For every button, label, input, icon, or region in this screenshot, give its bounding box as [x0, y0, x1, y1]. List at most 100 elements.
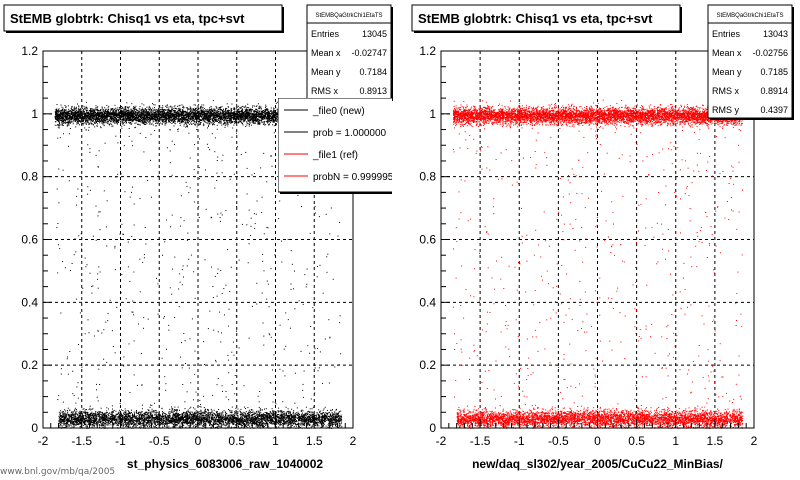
data-point — [217, 108, 219, 110]
data-point — [92, 124, 94, 126]
data-point — [254, 117, 256, 119]
data-point — [135, 126, 137, 128]
data-point — [253, 105, 255, 107]
data-point — [152, 107, 154, 109]
data-point — [166, 104, 168, 106]
data-point — [205, 112, 206, 114]
data-point — [67, 115, 68, 117]
data-point — [63, 122, 65, 124]
data-point — [114, 104, 116, 106]
data-point — [120, 118, 122, 120]
data-point — [98, 119, 100, 121]
data-point — [160, 118, 162, 120]
data-point — [189, 122, 191, 124]
data-point — [156, 111, 158, 113]
data-point — [182, 109, 184, 111]
data-point — [276, 116, 278, 118]
data-point — [126, 112, 128, 114]
data-point — [97, 109, 99, 111]
data-point — [151, 111, 152, 113]
data-point — [190, 116, 192, 117]
data-point — [228, 109, 230, 111]
data-point — [152, 117, 154, 119]
data-point — [108, 121, 109, 123]
data-point — [176, 115, 178, 116]
data-point — [89, 116, 91, 118]
data-point — [92, 123, 94, 125]
data-point — [273, 109, 275, 111]
data-point — [138, 120, 140, 122]
data-point — [193, 112, 195, 114]
data-point — [86, 121, 88, 123]
data-point — [276, 101, 278, 103]
data-point — [189, 118, 191, 119]
data-point — [190, 108, 192, 110]
data-point — [186, 124, 188, 126]
data-point — [143, 109, 145, 111]
data-point — [152, 114, 154, 116]
data-point — [187, 121, 189, 123]
data-point — [120, 119, 121, 121]
data-point — [213, 108, 215, 110]
data-point — [89, 108, 91, 110]
data-point — [170, 120, 172, 122]
data-point — [123, 122, 125, 123]
data-point — [275, 123, 277, 124]
data-point — [225, 108, 226, 110]
data-point — [123, 112, 125, 114]
data-point — [120, 111, 122, 113]
data-point — [156, 122, 158, 124]
data-point — [146, 110, 148, 111]
data-point — [272, 112, 274, 113]
data-point — [97, 110, 99, 112]
data-point — [247, 111, 249, 113]
data-point — [92, 110, 94, 112]
data-point — [200, 116, 202, 118]
data-point — [80, 120, 82, 122]
data-point — [168, 119, 170, 121]
data-point — [166, 106, 168, 108]
data-point — [153, 109, 155, 111]
data-point — [99, 122, 101, 124]
data-point — [137, 121, 139, 122]
data-point — [221, 122, 223, 124]
data-point — [149, 120, 150, 122]
data-point — [136, 112, 138, 114]
data-point — [175, 119, 176, 121]
data-point — [109, 111, 111, 113]
data-point — [75, 120, 77, 122]
data-point — [155, 120, 157, 121]
data-point — [141, 119, 143, 121]
data-point — [263, 110, 265, 111]
data-point — [224, 124, 226, 126]
data-point — [206, 114, 208, 116]
data-point — [263, 120, 265, 122]
data-point — [110, 110, 112, 112]
data-point — [241, 106, 242, 108]
data-point — [140, 121, 142, 123]
data-point — [129, 117, 131, 119]
data-point — [130, 122, 132, 124]
data-point — [210, 114, 211, 116]
data-point — [246, 121, 248, 123]
data-point — [64, 110, 66, 112]
data-point — [143, 108, 145, 110]
data-point — [248, 125, 250, 127]
data-point — [113, 117, 115, 119]
data-point — [145, 114, 146, 116]
data-point — [186, 113, 188, 115]
data-point — [230, 116, 232, 118]
data-point — [179, 118, 181, 120]
data-point — [168, 109, 170, 111]
data-point — [209, 123, 211, 125]
data-point — [177, 117, 179, 119]
data-point — [276, 112, 277, 114]
data-point — [159, 117, 161, 119]
data-point — [85, 101, 87, 103]
data-point — [103, 122, 105, 124]
data-point — [143, 113, 145, 115]
data-point — [76, 118, 78, 120]
data-point — [258, 115, 260, 117]
data-point — [182, 112, 184, 113]
data-point — [189, 114, 191, 116]
